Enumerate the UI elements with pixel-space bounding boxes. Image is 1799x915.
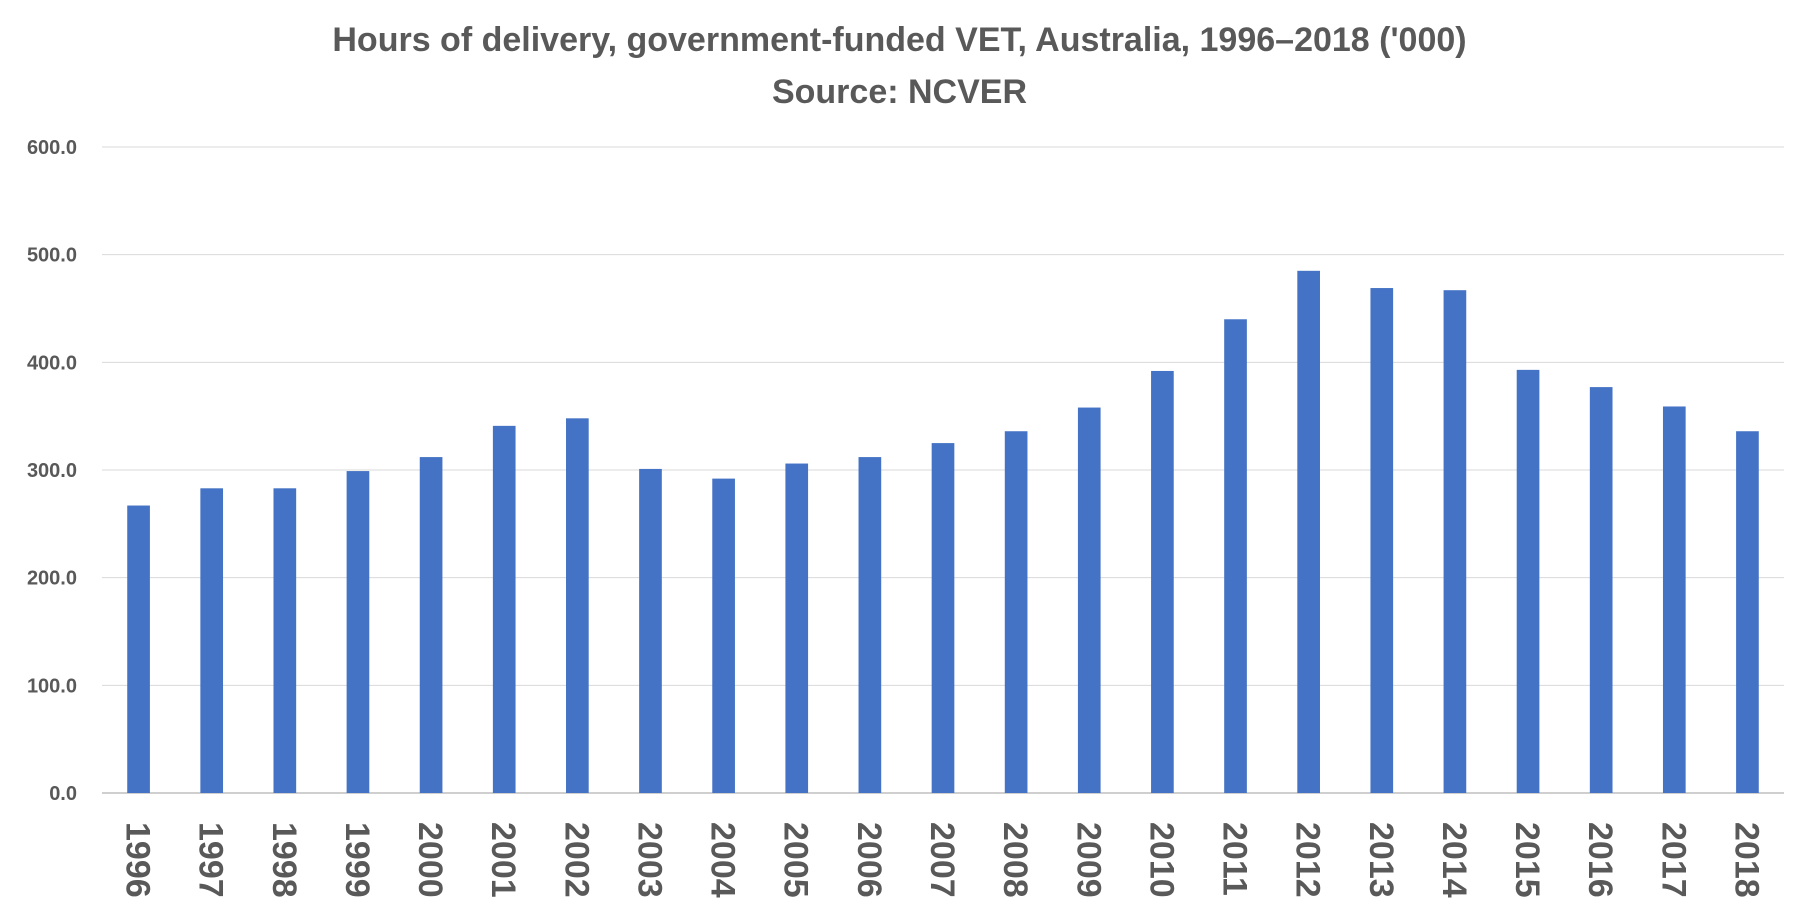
x-tick-label: 2014 bbox=[1435, 822, 1473, 898]
x-tick-label: 2012 bbox=[1289, 822, 1327, 898]
x-tick-label: 2010 bbox=[1142, 822, 1180, 898]
bar-2004 bbox=[712, 478, 735, 793]
x-axis-ticks: 1996 1997 1998 1999 2000 2001 2002 2003 2004 2005… bbox=[119, 822, 1766, 898]
y-tick-label: 200.0 bbox=[27, 568, 77, 590]
bars bbox=[127, 270, 1759, 794]
y-tick-label: 600.0 bbox=[27, 137, 77, 159]
x-tick-label: 2016 bbox=[1581, 822, 1619, 898]
x-tick-label: 2013 bbox=[1362, 822, 1400, 898]
bar-2013 bbox=[1370, 288, 1394, 793]
x-tick-label: 2001 bbox=[484, 822, 522, 898]
x-tick-label: 2003 bbox=[630, 822, 668, 898]
bar-2000 bbox=[419, 457, 443, 793]
y-tick-label: 0.0 bbox=[49, 783, 77, 805]
bar-2001 bbox=[492, 425, 516, 793]
y-tick-label: 100.0 bbox=[27, 675, 77, 697]
x-tick-label: 1998 bbox=[265, 822, 303, 898]
bar-1997 bbox=[200, 488, 224, 793]
x-tick-label: 2017 bbox=[1654, 822, 1692, 898]
x-tick-label: 1996 bbox=[119, 822, 157, 898]
bar-2002 bbox=[566, 418, 589, 793]
bar-2015 bbox=[1516, 369, 1540, 793]
bar-1999 bbox=[346, 471, 370, 793]
x-tick-label: 2000 bbox=[411, 822, 449, 898]
bar-2006 bbox=[858, 457, 882, 793]
bar-2010 bbox=[1151, 370, 1174, 793]
y-tick-label: 400.0 bbox=[27, 352, 77, 374]
x-tick-label: 2009 bbox=[1069, 822, 1107, 898]
x-tick-label: 2004 bbox=[704, 822, 742, 898]
x-tick-label: 2008 bbox=[996, 822, 1034, 898]
bar-2008 bbox=[1004, 431, 1028, 793]
x-tick-label: 2002 bbox=[557, 822, 595, 898]
bar-1998 bbox=[273, 488, 297, 793]
bar-2011 bbox=[1224, 319, 1247, 793]
x-tick-label: 2007 bbox=[923, 822, 961, 898]
bar-2003 bbox=[639, 468, 662, 793]
bar-2009 bbox=[1077, 407, 1101, 793]
x-tick-label: 2005 bbox=[777, 822, 815, 898]
bar-2017 bbox=[1662, 406, 1686, 793]
bar-1996 bbox=[127, 505, 150, 793]
bar-2014 bbox=[1443, 290, 1467, 793]
y-tick-label: 300.0 bbox=[27, 460, 77, 482]
bar-2018 bbox=[1736, 431, 1759, 793]
x-tick-label: 1999 bbox=[338, 822, 376, 898]
x-tick-label: 1997 bbox=[192, 822, 230, 898]
chart-title: Hours of delivery, government-funded VET… bbox=[332, 21, 1467, 59]
bar-2012 bbox=[1297, 270, 1320, 794]
bar-2007 bbox=[931, 443, 955, 793]
bar-2016 bbox=[1589, 387, 1613, 793]
x-tick-label: 2006 bbox=[850, 822, 888, 898]
chart-subtitle: Source: NCVER bbox=[771, 73, 1028, 111]
x-tick-label: 2018 bbox=[1727, 822, 1765, 898]
x-tick-label: 2015 bbox=[1508, 822, 1546, 898]
y-axis-ticks: 0.0 100.0 200.0 300.0 400.0 500.0 600.0 bbox=[27, 137, 77, 805]
x-tick-label: 2011 bbox=[1216, 822, 1254, 896]
y-tick-label: 500.0 bbox=[27, 245, 77, 267]
bar-2005 bbox=[785, 463, 809, 793]
